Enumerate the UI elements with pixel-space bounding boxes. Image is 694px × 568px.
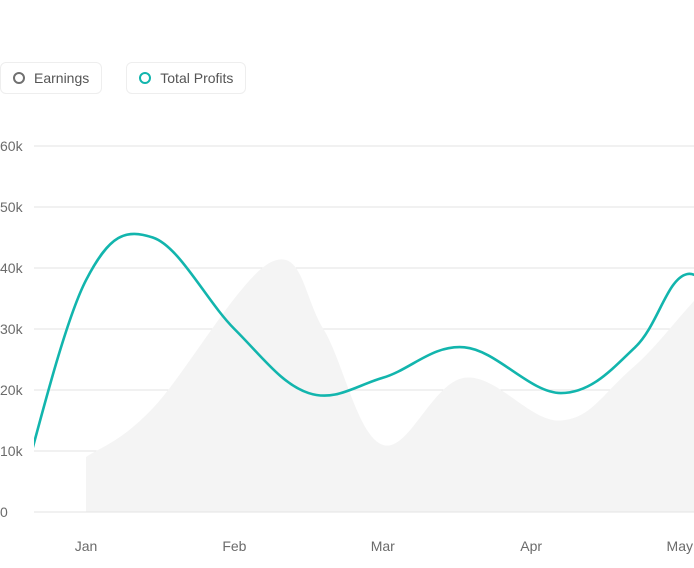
legend-label-earnings: Earnings <box>34 70 90 86</box>
series-area-earnings <box>86 259 694 512</box>
y-tick-label: 50k <box>0 199 24 215</box>
legend-item-earnings[interactable]: Earnings <box>0 62 103 94</box>
x-tick-label: Mar <box>371 538 395 554</box>
y-tick-label: 40k <box>0 260 24 276</box>
x-tick-label: May <box>667 538 693 554</box>
x-tick-label: Apr <box>520 538 542 554</box>
y-tick-label: 0 <box>0 504 8 520</box>
chart-legend: Earnings Total Profits <box>0 62 247 94</box>
y-tick-label: 60k <box>0 138 24 154</box>
legend-circle-icon <box>139 72 152 84</box>
legend-item-total-profits[interactable]: Total Profits <box>126 62 247 94</box>
y-tick-label: 20k <box>0 382 24 398</box>
x-tick-label: Feb <box>222 538 246 554</box>
legend-label-total-profits: Total Profits <box>160 70 234 86</box>
x-tick-label: Jan <box>75 538 98 554</box>
y-tick-label: 10k <box>0 443 24 459</box>
series-line-total-profits <box>34 232 694 449</box>
legend-circle-icon <box>13 72 25 84</box>
y-tick-label: 30k <box>0 321 24 337</box>
